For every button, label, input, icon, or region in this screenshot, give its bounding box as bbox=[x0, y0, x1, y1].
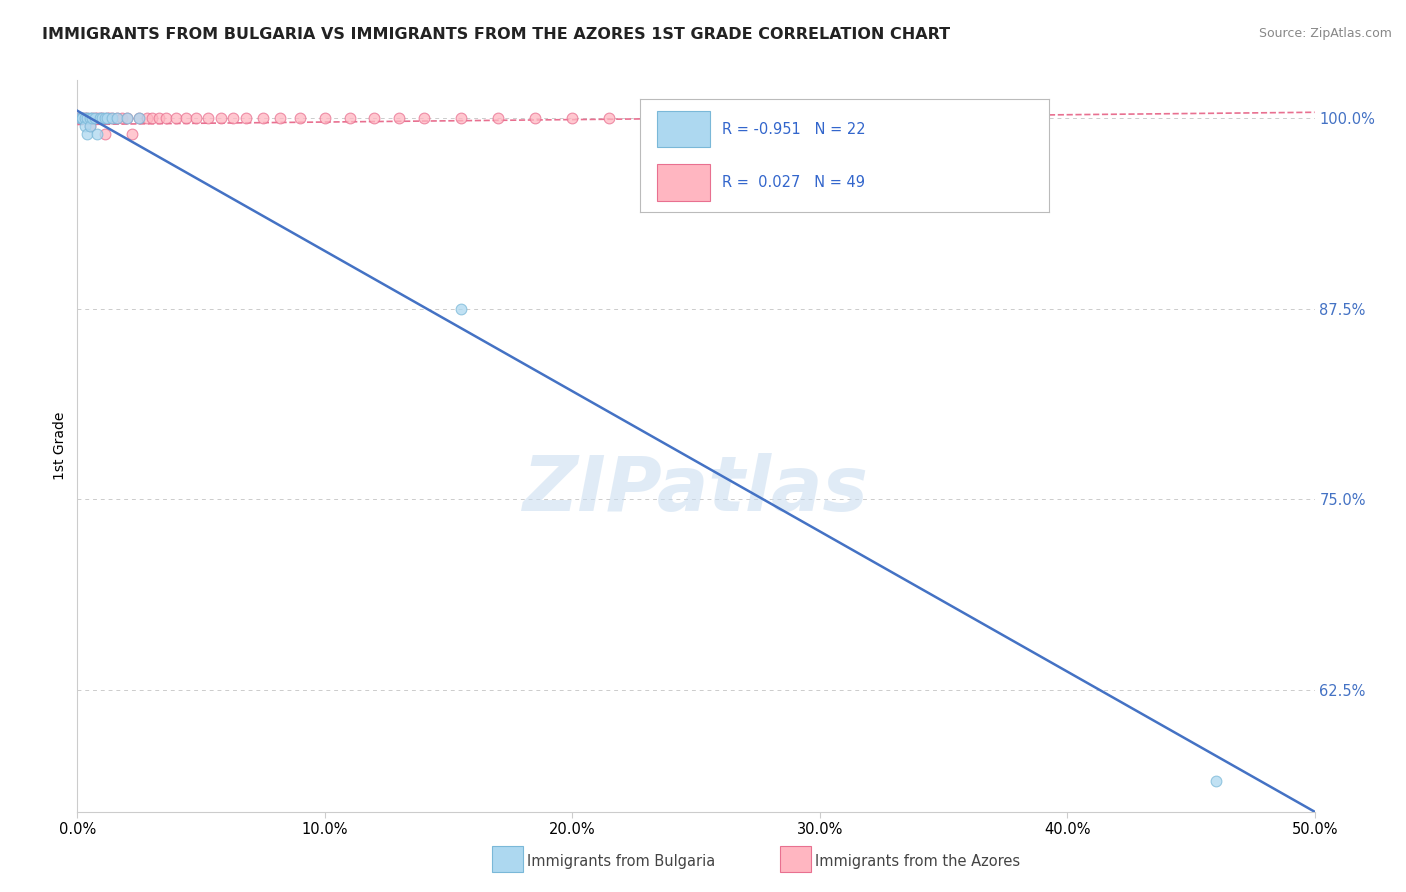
Point bbox=[93, 112, 115, 126]
Point bbox=[858, 112, 880, 126]
Text: Source: ZipAtlas.com: Source: ZipAtlas.com bbox=[1258, 27, 1392, 40]
Point bbox=[91, 112, 114, 126]
Point bbox=[685, 112, 707, 126]
Point bbox=[115, 112, 138, 126]
Text: R =  0.027   N = 49: R = 0.027 N = 49 bbox=[721, 175, 865, 190]
Point bbox=[155, 112, 177, 126]
Point bbox=[72, 112, 94, 126]
Point bbox=[73, 112, 96, 126]
Point bbox=[115, 112, 138, 126]
Point bbox=[101, 112, 124, 126]
Point bbox=[235, 112, 257, 126]
Point bbox=[252, 112, 274, 126]
Point bbox=[148, 112, 170, 126]
Point bbox=[314, 112, 336, 126]
Point bbox=[796, 112, 818, 126]
Point bbox=[69, 112, 91, 126]
Point bbox=[636, 112, 658, 126]
Point bbox=[101, 112, 124, 126]
Point bbox=[86, 127, 108, 141]
Point bbox=[72, 112, 94, 126]
Point bbox=[184, 112, 207, 126]
Point bbox=[72, 112, 94, 126]
Point bbox=[73, 112, 96, 126]
Point bbox=[363, 112, 385, 126]
Point bbox=[105, 112, 128, 126]
Text: ZIPatlas: ZIPatlas bbox=[523, 453, 869, 527]
Point bbox=[98, 112, 121, 126]
Point bbox=[93, 127, 115, 141]
Point bbox=[450, 301, 472, 316]
Point bbox=[91, 112, 114, 126]
Point bbox=[174, 112, 197, 126]
Point bbox=[388, 112, 411, 126]
Point bbox=[734, 112, 756, 126]
Point bbox=[339, 112, 361, 126]
Point bbox=[76, 127, 98, 141]
Text: Immigrants from the Azores: Immigrants from the Azores bbox=[815, 855, 1021, 869]
FancyBboxPatch shape bbox=[657, 111, 710, 147]
Point bbox=[450, 112, 472, 126]
Point bbox=[86, 112, 108, 126]
Text: IMMIGRANTS FROM BULGARIA VS IMMIGRANTS FROM THE AZORES 1ST GRADE CORRELATION CHA: IMMIGRANTS FROM BULGARIA VS IMMIGRANTS F… bbox=[42, 27, 950, 42]
Point bbox=[82, 112, 104, 126]
Point bbox=[83, 112, 105, 126]
Point bbox=[524, 112, 547, 126]
Point bbox=[598, 112, 620, 126]
Point bbox=[121, 127, 143, 141]
Point bbox=[69, 112, 91, 126]
Point bbox=[128, 112, 150, 126]
Text: Immigrants from Bulgaria: Immigrants from Bulgaria bbox=[527, 855, 716, 869]
Point bbox=[79, 119, 101, 133]
Point bbox=[73, 119, 96, 133]
Point bbox=[412, 112, 434, 126]
Point bbox=[135, 112, 157, 126]
Point bbox=[128, 112, 150, 126]
Point bbox=[111, 112, 134, 126]
Point bbox=[222, 112, 245, 126]
Point bbox=[79, 119, 101, 133]
FancyBboxPatch shape bbox=[657, 164, 710, 201]
Point bbox=[89, 112, 111, 126]
Point bbox=[79, 112, 101, 126]
Text: R = -0.951   N = 22: R = -0.951 N = 22 bbox=[721, 121, 866, 136]
Point bbox=[932, 112, 955, 126]
Point bbox=[165, 112, 187, 126]
Point bbox=[83, 112, 105, 126]
Point bbox=[561, 112, 583, 126]
Point bbox=[269, 112, 291, 126]
Point bbox=[96, 112, 118, 126]
Point bbox=[1205, 774, 1227, 789]
Point bbox=[105, 112, 128, 126]
Point bbox=[197, 112, 219, 126]
Point bbox=[96, 112, 118, 126]
Y-axis label: 1st Grade: 1st Grade bbox=[53, 412, 67, 480]
Point bbox=[288, 112, 311, 126]
Point bbox=[209, 112, 232, 126]
Point bbox=[141, 112, 163, 126]
Point bbox=[82, 112, 104, 126]
Point bbox=[76, 112, 98, 126]
Point bbox=[76, 112, 98, 126]
Point bbox=[89, 112, 111, 126]
Point bbox=[486, 112, 509, 126]
